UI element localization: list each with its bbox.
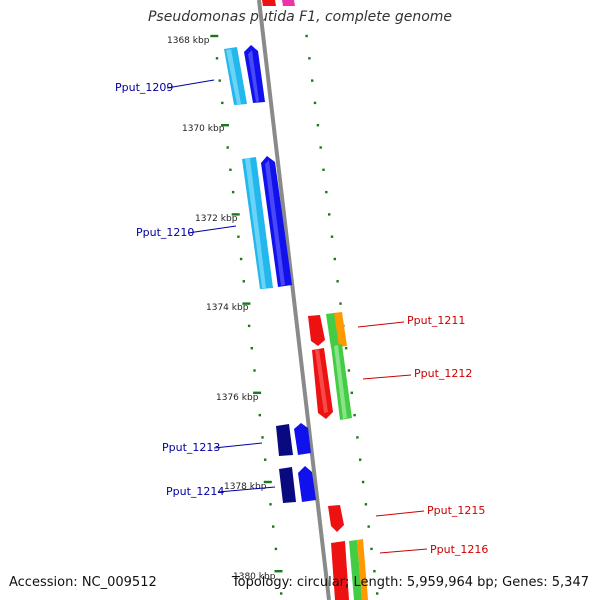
scale-tick (242, 280, 245, 283)
scale-tick (316, 124, 320, 127)
scale-tick (253, 369, 256, 372)
scale-tick (353, 413, 356, 417)
genome-backbone (257, 0, 331, 600)
scale-tick (350, 391, 353, 394)
gene-pput-1215[interactable] (328, 505, 344, 532)
scale-tick (263, 480, 272, 484)
scale-tick (269, 503, 272, 506)
kbp-label-1378: 1378 kbp (224, 482, 267, 492)
scale-tick (333, 257, 336, 261)
genome-summary: Topology: circular; Length: 5,959,964 bp… (231, 575, 589, 590)
scale-tick (356, 436, 359, 439)
scale-tick (237, 235, 240, 238)
scale-tick (239, 257, 243, 261)
label-pput-1209[interactable]: Pput_1209 (115, 81, 173, 94)
scale-tick (344, 347, 348, 350)
kbp-label-1376: 1376 kbp (216, 393, 259, 403)
scale-tick (261, 436, 264, 439)
scale-tick (311, 79, 314, 82)
scale-tick (376, 592, 379, 595)
gene-pput-1209[interactable] (224, 45, 265, 105)
scale-tick (221, 101, 224, 105)
scale-tick (231, 190, 235, 194)
gene-pput-1213[interactable] (276, 423, 311, 456)
scale-tick (347, 369, 351, 372)
top-partial-features (262, 0, 295, 6)
scale-tick (242, 302, 251, 305)
scale-tick (336, 280, 339, 283)
scale-tick (308, 57, 311, 60)
scale-tick (359, 458, 362, 461)
scale-tick (373, 570, 376, 573)
scale-ticks (210, 34, 379, 595)
scale-tick (247, 324, 251, 328)
gene-label-group: Pput_1209 Pput_1210 Pput_1211 Pput_1212 … (115, 79, 488, 556)
gene-pput-1216[interactable] (331, 539, 368, 600)
scale-tick (305, 34, 308, 38)
scale-tick (370, 547, 373, 551)
label-pput-1216[interactable]: Pput_1216 (430, 543, 488, 556)
scale-tick (330, 235, 334, 238)
kbp-label-1372: 1372 kbp (195, 214, 238, 224)
gene-pput-1210[interactable] (242, 156, 292, 289)
scale-tick (322, 168, 325, 171)
scale-tick (253, 391, 262, 394)
accession-text: Accession: NC_009512 (9, 575, 157, 590)
scale-tick (367, 525, 370, 528)
label-pput-1211[interactable]: Pput_1211 (407, 314, 465, 327)
scale-tick (339, 302, 342, 305)
gene-pput-1214[interactable] (279, 466, 316, 503)
kbp-label-1374: 1374 kbp (206, 303, 249, 313)
scale-tick (221, 124, 229, 127)
scale-tick (274, 547, 278, 551)
kbp-label-1380: 1380 kbp (233, 572, 276, 582)
scale-tick (229, 168, 232, 171)
label-pput-1213[interactable]: Pput_1213 (162, 441, 220, 454)
scale-tick (272, 525, 275, 528)
scale-tick (325, 190, 328, 194)
gene-pput-1211[interactable] (308, 312, 347, 348)
scale-tick (218, 79, 221, 82)
label-pput-1210[interactable]: Pput_1210 (136, 226, 194, 239)
scale-tick (280, 592, 283, 595)
label-pput-1212[interactable]: Pput_1212 (414, 367, 472, 380)
scale-tick (361, 480, 365, 484)
genome-title: Pseudomonas putida F1, complete genome (147, 9, 453, 25)
kbp-label-1370: 1370 kbp (182, 124, 225, 134)
scale-tick (313, 101, 317, 105)
scale-tick (264, 458, 267, 461)
kbp-label-1368: 1368 kbp (167, 36, 210, 46)
scale-tick (319, 146, 322, 149)
gene-pput-1212[interactable] (312, 344, 352, 420)
scale-tick (231, 213, 240, 216)
label-pput-1214[interactable]: Pput_1214 (166, 485, 224, 498)
scale-tick (274, 570, 283, 573)
scale-tick (364, 503, 368, 506)
scale-tick (215, 57, 219, 60)
label-pput-1215[interactable]: Pput_1215 (427, 504, 485, 517)
scale-tick (328, 213, 331, 216)
scale-tick (226, 146, 229, 149)
scale-tick (250, 347, 253, 350)
scale-tick (210, 34, 219, 38)
scale-tick (258, 413, 261, 417)
